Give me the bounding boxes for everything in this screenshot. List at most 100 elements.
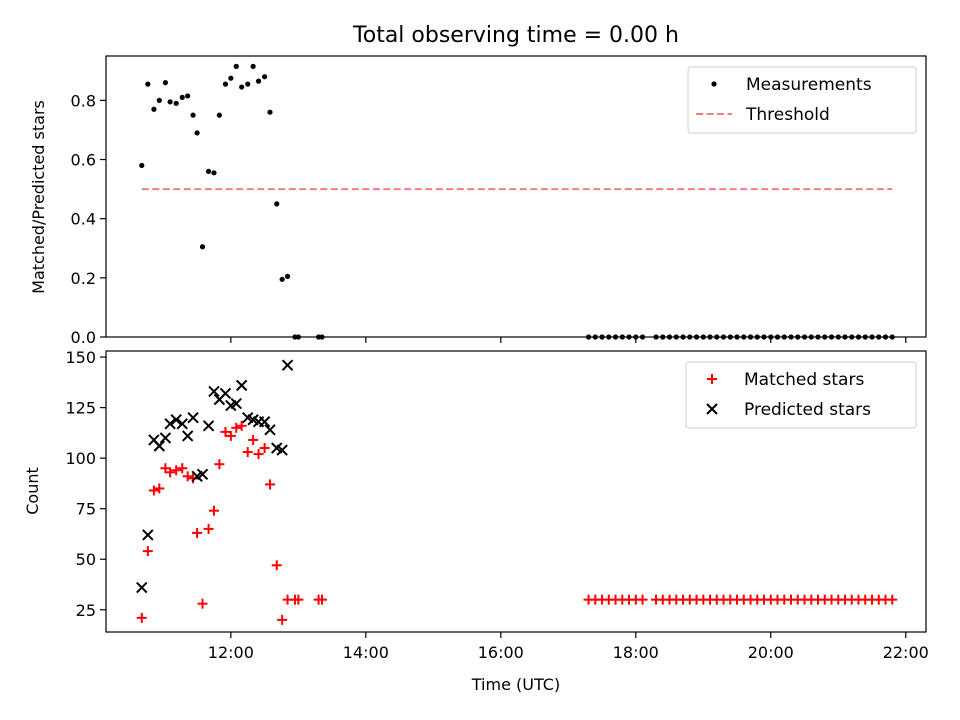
matched-star-marker — [265, 479, 275, 490]
matched-star-marker — [203, 523, 214, 534]
matched-star-marker — [271, 560, 282, 571]
measurement-point — [162, 80, 168, 86]
matched-star-marker — [242, 447, 253, 458]
matched-star-marker — [887, 594, 898, 605]
measurement-point — [190, 112, 196, 118]
x-tick-label: 16:00 — [478, 643, 524, 662]
predicted-star-marker — [187, 412, 199, 424]
matched-star-marker — [231, 422, 242, 433]
marker-stroke — [281, 359, 294, 371]
measurement-point — [211, 170, 217, 176]
marker-stroke — [181, 430, 194, 442]
legend: Measurements Threshold — [687, 66, 917, 134]
measurement-point — [828, 334, 835, 340]
measurement-point — [239, 84, 245, 90]
marker-stroke — [230, 397, 242, 410]
bottom-axes: 25 50 75 100 125 150 12:00 14:00 16:00 18:00 20:00… — [65, 348, 928, 662]
marker-stroke — [247, 414, 259, 426]
measurement-point — [849, 334, 855, 340]
measurement-point — [693, 334, 700, 340]
measurement-point — [727, 334, 733, 340]
matched-star-marker — [253, 449, 264, 460]
measurement-point — [255, 78, 262, 84]
marker-stroke — [264, 424, 276, 436]
measurement-point — [889, 334, 895, 340]
legend-box — [685, 361, 917, 429]
measurement-point — [734, 334, 740, 340]
matched-star-marker — [248, 434, 259, 445]
measurement-point — [222, 81, 229, 87]
top-y-axis-label: Matched/Predicted stars — [29, 100, 48, 294]
y-tick-label: 100 — [65, 449, 96, 468]
matched-star-marker — [637, 594, 648, 605]
measurement-point — [781, 334, 787, 340]
legend-label: Matched stars — [744, 370, 864, 390]
marker-stroke — [136, 581, 148, 594]
measurement-point — [815, 334, 821, 340]
measurement-point — [599, 334, 605, 340]
marker-stroke — [187, 412, 199, 424]
measurement-point — [660, 334, 666, 340]
marker-stroke — [208, 385, 220, 398]
matched-star-marker — [208, 505, 219, 516]
measurement-point — [855, 334, 862, 340]
measurement-point — [768, 334, 774, 340]
measurement-point — [228, 75, 234, 81]
measurement-point — [882, 334, 889, 340]
measurement-point — [666, 334, 673, 340]
plot-area — [139, 63, 895, 340]
measurement-point — [279, 276, 285, 282]
predicted-star-marker — [219, 387, 232, 400]
matched-star-marker — [220, 426, 231, 437]
measurement-point — [139, 162, 145, 169]
marker-stroke — [148, 434, 160, 446]
y-tick-label: 150 — [65, 348, 96, 367]
marker-stroke — [142, 529, 154, 541]
marker-stroke — [164, 418, 176, 430]
y-tick-label: 0.6 — [71, 151, 96, 170]
legend-box — [687, 66, 917, 134]
predicted-star-marker — [164, 418, 176, 430]
marker-stroke — [176, 418, 188, 430]
measurement-point — [145, 81, 151, 87]
x-tick-label: 12:00 — [208, 643, 254, 662]
y-tick-label: 25 — [76, 601, 96, 620]
measurement-point — [801, 334, 808, 340]
x-tick-label: 14:00 — [343, 643, 389, 662]
y-tick-label: 125 — [65, 399, 96, 418]
measurement-point — [250, 63, 256, 69]
marker-stroke — [153, 440, 166, 452]
chart-title: Total observing time = 0.00 h — [352, 23, 679, 48]
legend: Matched stars Predicted stars — [685, 361, 917, 429]
measurement-point — [653, 334, 659, 340]
y-tick-label: 0.4 — [71, 210, 96, 229]
y-tick-label: 0.2 — [71, 269, 96, 288]
x-tick-label: 22:00 — [883, 643, 929, 662]
matched-star-marker — [259, 443, 270, 454]
predicted-star-marker — [176, 418, 188, 430]
marker-stroke — [159, 432, 172, 444]
y-tick-label: 75 — [76, 500, 96, 519]
predicted-star-marker — [159, 432, 172, 444]
measurement-point — [808, 334, 814, 340]
x-tick-label: 18:00 — [613, 643, 659, 662]
measurement-point — [673, 334, 679, 340]
predicted-star-marker — [181, 430, 194, 442]
y-tick-label: 0.8 — [71, 91, 96, 110]
predicted-star-marker — [208, 385, 220, 398]
measurement-point — [761, 334, 767, 340]
matched-star-marker — [192, 527, 203, 538]
top-axes: 0.0 0.2 0.4 0.6 0.8 Measurements Threshold — [71, 55, 927, 347]
measurement-point — [612, 334, 619, 340]
matched-star-marker — [225, 430, 236, 441]
measurement-point — [720, 334, 727, 340]
y-tick-label: 0.0 — [71, 328, 96, 347]
matched-star-marker — [148, 485, 159, 496]
predicted-star-marker — [142, 529, 154, 541]
measurement-point — [680, 334, 686, 340]
x-tick-label: 20:00 — [748, 643, 794, 662]
measurement-point — [747, 334, 754, 340]
measurement-point — [185, 93, 191, 99]
marker-stroke — [235, 379, 248, 392]
